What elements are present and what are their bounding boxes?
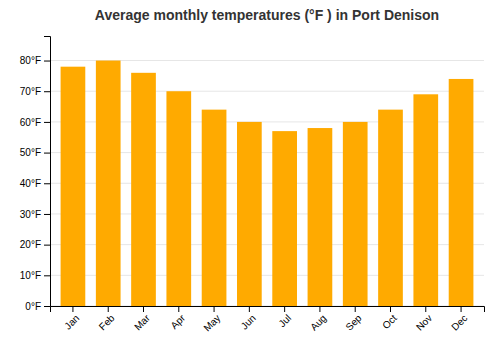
chart: Jan Feb Mar Apr May Jun Jul Aug Sep Oct Nov Dec 0°F 1… [0, 0, 500, 350]
y-tick-mark [44, 122, 50, 123]
bar [272, 131, 297, 306]
y-tick-mark [44, 153, 50, 154]
x-tick-mark [72, 306, 73, 312]
y-tick-mark [44, 91, 50, 92]
y-tick-label: 30°F [20, 209, 41, 220]
y-tick-mark [44, 61, 50, 62]
x-tick-mark [214, 306, 215, 312]
y-tick-label: 40°F [20, 178, 41, 189]
x-tick: Oct [380, 306, 399, 331]
x-tick-mark [461, 306, 462, 312]
x-axis: Jan Feb Mar Apr May Jun Jul Aug Sep Oct Nov Dec [51, 306, 485, 334]
y-tick: 20°F [20, 239, 50, 250]
x-tick-mark [284, 306, 285, 312]
y-tick-mark [44, 245, 50, 246]
bars [61, 61, 474, 306]
y-tick: 80°F [20, 55, 50, 66]
x-tick: Nov [414, 306, 434, 333]
y-tick-label: 0°F [25, 301, 41, 312]
x-tick-mark [249, 306, 250, 312]
bar [131, 73, 156, 306]
y-tick-label: 70°F [20, 86, 41, 97]
x-tick: Aug [308, 306, 328, 333]
bar [413, 94, 438, 306]
y-tick-label: 50°F [20, 147, 41, 158]
x-tick-mark [319, 306, 320, 312]
bar [96, 61, 121, 306]
x-tick-label: Mar [132, 312, 152, 332]
title: Average monthly temperatures (°F ) in Po… [95, 7, 439, 23]
x-tick-label: May [201, 312, 222, 333]
x-tick-mark [390, 306, 391, 312]
y-tick: 70°F [20, 86, 50, 97]
x-tick: Feb [97, 306, 117, 332]
x-tick-mark [178, 306, 179, 312]
bar [61, 67, 86, 306]
y-tick-mark [44, 183, 50, 184]
x-tick-label: Apr [168, 312, 187, 331]
bar [166, 91, 191, 306]
y-tick-label: 60°F [20, 117, 41, 128]
x-tick-label: Nov [414, 312, 434, 332]
y-tick: 60°F [20, 117, 50, 128]
x-tick-label: Jul [276, 312, 293, 329]
y-tick: 40°F [20, 178, 50, 189]
x-tick-mark [425, 306, 426, 312]
y-tick-label: 80°F [20, 55, 41, 66]
x-tick: Jun [239, 306, 258, 332]
x-tick-label: Jun [239, 312, 258, 331]
x-tick: Jan [62, 306, 81, 332]
y-axis: 0°F 10°F 20°F 30°F 40°F 50°F 60°F 70°F 80°F [20, 37, 51, 312]
y-tick: 30°F [20, 209, 50, 220]
x-axis-line [51, 307, 485, 313]
y-tick: 10°F [20, 270, 50, 281]
y-axis-line [44, 37, 51, 307]
y-tick-label: 10°F [20, 270, 41, 281]
x-tick-mark [143, 306, 144, 312]
x-tick-label: Jan [62, 312, 81, 331]
y-tick: 50°F [20, 147, 50, 158]
x-tick-label: Aug [308, 312, 328, 332]
x-tick: May [201, 306, 222, 334]
bar [449, 79, 474, 306]
bar [202, 110, 227, 306]
y-tick-label: 20°F [20, 239, 41, 250]
x-tick-mark [355, 306, 356, 312]
y-tick-mark [44, 306, 50, 307]
x-tick: Jul [276, 306, 293, 329]
x-tick-label: Sep [343, 312, 364, 333]
bar [378, 110, 403, 306]
x-tick: Dec [449, 306, 469, 333]
y-tick: 0°F [25, 301, 50, 312]
x-tick-label: Oct [380, 312, 399, 331]
x-tick: Apr [168, 306, 187, 331]
bar [237, 122, 262, 306]
x-tick-label: Dec [449, 312, 469, 332]
bar [308, 128, 333, 306]
grid [50, 61, 484, 306]
x-tick: Mar [132, 306, 152, 332]
y-tick-mark [44, 214, 50, 215]
x-tick-label: Feb [97, 312, 117, 332]
y-tick-mark [44, 275, 50, 276]
x-tick-mark [108, 306, 109, 312]
bar [343, 122, 368, 306]
x-tick: Sep [343, 306, 364, 333]
